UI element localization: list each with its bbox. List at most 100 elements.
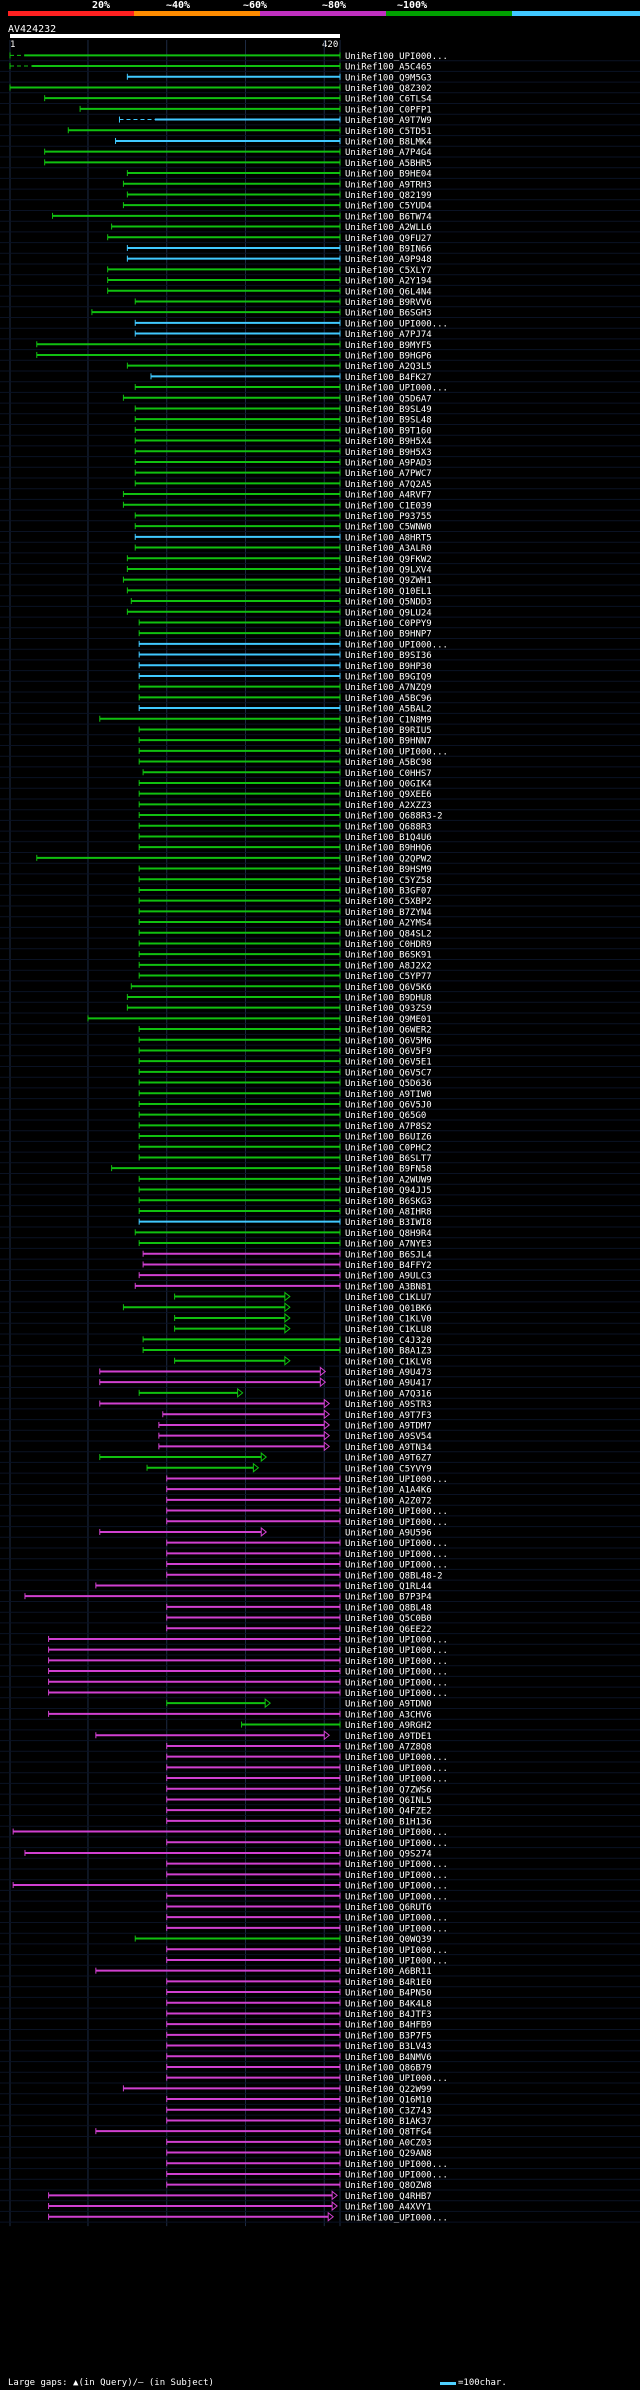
hit-label[interactable]: UniRef100_UPI000... xyxy=(345,1946,448,1956)
hit-label[interactable]: UniRef100_B9RVV6 xyxy=(345,298,432,308)
hit-label[interactable]: UniRef100_Q6L4N4 xyxy=(345,287,432,297)
hit-label[interactable]: UniRef100_A9T6Z7 xyxy=(345,1454,432,1464)
hit-label[interactable]: UniRef100_Q688R3 xyxy=(345,822,432,832)
hit-label[interactable]: UniRef100_Q86B79 xyxy=(345,2063,432,2073)
hit-label[interactable]: UniRef100_Q10EL1 xyxy=(345,587,432,597)
hit-label[interactable]: UniRef100_UPI000... xyxy=(345,2213,448,2223)
hit-label[interactable]: UniRef100_A2XZZ3 xyxy=(345,801,432,811)
hit-label[interactable]: UniRef100_Q22W99 xyxy=(345,2085,432,2095)
hit-label[interactable]: UniRef100_A5C465 xyxy=(345,63,432,73)
hit-label[interactable]: UniRef100_B4NMV6 xyxy=(345,2053,432,2063)
hit-label[interactable]: UniRef100_A2Q3L5 xyxy=(345,362,432,372)
hit-label[interactable]: UniRef100_C5YVY9 xyxy=(345,1464,432,1474)
hit-label[interactable]: UniRef100_Q1RL44 xyxy=(345,1582,432,1592)
hit-label[interactable]: UniRef100_UPI000... xyxy=(345,1561,448,1571)
hit-label[interactable]: UniRef100_C6TLS4 xyxy=(345,95,432,105)
hit-label[interactable]: UniRef100_Q6V5E1 xyxy=(345,1058,432,1068)
hit-label[interactable]: UniRef100_B4FFY2 xyxy=(345,1261,432,1271)
hit-label[interactable]: UniRef100_B9SL48 xyxy=(345,416,432,426)
hit-label[interactable]: UniRef100_B9FN58 xyxy=(345,1165,432,1175)
hit-label[interactable]: UniRef100_A9RGH2 xyxy=(345,1721,432,1731)
hit-label[interactable]: UniRef100_UPI000... xyxy=(345,1914,448,1924)
hit-label[interactable]: UniRef100_UPI000... xyxy=(345,384,448,394)
hit-label[interactable]: UniRef100_A9ULC3 xyxy=(345,1272,432,1282)
hit-label[interactable]: UniRef100_UPI000... xyxy=(345,1550,448,1560)
hit-label[interactable]: UniRef100_A7P4G4 xyxy=(345,148,432,158)
hit-label[interactable]: UniRef100_A8J2X2 xyxy=(345,961,432,971)
hit-label[interactable]: UniRef100_B3LV43 xyxy=(345,2042,432,2052)
hit-label[interactable]: UniRef100_A7PJ74 xyxy=(345,330,432,340)
hit-label[interactable]: UniRef100_Q9ZWH1 xyxy=(345,576,432,586)
hit-label[interactable]: UniRef100_A7Q2A5 xyxy=(345,480,432,490)
hit-label[interactable]: UniRef100_Q6V5M6 xyxy=(345,1036,432,1046)
hit-label[interactable]: UniRef100_P93755 xyxy=(345,512,432,522)
hit-label[interactable]: UniRef100_Q94JJ5 xyxy=(345,1186,432,1196)
hit-label[interactable]: UniRef100_B6UIZ6 xyxy=(345,1133,432,1143)
hit-label[interactable]: UniRef100_UPI000... xyxy=(345,1635,448,1645)
hit-label[interactable]: UniRef100_A5BHR5 xyxy=(345,159,432,169)
hit-label[interactable]: UniRef100_Q8TFG4 xyxy=(345,2128,432,2138)
hit-label[interactable]: UniRef100_UPI000... xyxy=(345,1646,448,1656)
hit-label[interactable]: UniRef100_B4K4L8 xyxy=(345,1999,432,2009)
hit-label[interactable]: UniRef100_UPI000... xyxy=(345,1475,448,1485)
hit-label[interactable]: UniRef100_B9RIU5 xyxy=(345,726,432,736)
hit-label[interactable]: UniRef100_UPI000... xyxy=(345,1924,448,1934)
hit-label[interactable]: UniRef100_B6SK91 xyxy=(345,951,432,961)
hit-label[interactable]: UniRef100_C5YUD4 xyxy=(345,202,432,212)
hit-label[interactable]: UniRef100_B8A1Z3 xyxy=(345,1347,432,1357)
hit-label[interactable]: UniRef100_UPI000... xyxy=(345,1507,448,1517)
hit-label[interactable]: UniRef100_Q5D636 xyxy=(345,1079,432,1089)
hit-label[interactable]: UniRef100_B9T160 xyxy=(345,426,432,436)
hit-label[interactable]: UniRef100_Q688R3-2 xyxy=(345,812,443,822)
hit-label[interactable]: UniRef100_A9U473 xyxy=(345,1368,432,1378)
hit-label[interactable]: UniRef100_C3Z743 xyxy=(345,2106,432,2116)
hit-label[interactable]: UniRef100_Q7ZWS6 xyxy=(345,1785,432,1795)
hit-label[interactable]: UniRef100_Q6WER2 xyxy=(345,1026,432,1036)
hit-label[interactable]: UniRef100_A9STR3 xyxy=(345,1400,432,1410)
hit-label[interactable]: UniRef100_UPI000... xyxy=(345,1539,448,1549)
hit-label[interactable]: UniRef100_B6SGH3 xyxy=(345,309,432,319)
hit-label[interactable]: UniRef100_B6SLT7 xyxy=(345,1154,432,1164)
hit-label[interactable]: UniRef100_Q01BK6 xyxy=(345,1304,432,1314)
hit-label[interactable]: UniRef100_UPI000... xyxy=(345,640,448,650)
hit-label[interactable]: UniRef100_Q6V5J0 xyxy=(345,1100,432,1110)
hit-label[interactable]: UniRef100_C1KLU8 xyxy=(345,1325,432,1335)
hit-label[interactable]: UniRef100_A9SV54 xyxy=(345,1432,432,1442)
hit-label[interactable]: UniRef100_Q6V5C7 xyxy=(345,1068,432,1078)
hit-label[interactable]: UniRef100_Q82199 xyxy=(345,191,432,201)
hit-label[interactable]: UniRef100_A2WUW9 xyxy=(345,1175,432,1185)
hit-label[interactable]: UniRef100_UPI000... xyxy=(345,1860,448,1870)
hit-label[interactable]: UniRef100_UPI000... xyxy=(345,1518,448,1528)
hit-label[interactable]: UniRef100_C4J320 xyxy=(345,1336,432,1346)
hit-label[interactable]: UniRef100_A9TDN0 xyxy=(345,1700,432,1710)
hit-label[interactable]: UniRef100_A7PWC7 xyxy=(345,469,432,479)
hit-label[interactable]: UniRef100_A1A4K6 xyxy=(345,1486,432,1496)
hit-label[interactable]: UniRef100_UPI000... xyxy=(345,1956,448,1966)
hit-label[interactable]: UniRef100_A9PAD3 xyxy=(345,458,432,468)
hit-label[interactable]: UniRef100_A9TIW0 xyxy=(345,1090,432,1100)
hit-label[interactable]: UniRef100_A7NYE3 xyxy=(345,1240,432,1250)
hit-label[interactable]: UniRef100_Q5D6A7 xyxy=(345,394,432,404)
hit-label[interactable]: UniRef100_A7P8S2 xyxy=(345,1122,432,1132)
hit-label[interactable]: UniRef100_A9TN34 xyxy=(345,1443,432,1453)
hit-label[interactable]: UniRef100_A7Q316 xyxy=(345,1389,432,1399)
hit-label[interactable]: UniRef100_B9GIQ9 xyxy=(345,672,432,682)
hit-label[interactable]: UniRef100_A7Z8Q8 xyxy=(345,1742,432,1752)
hit-label[interactable]: UniRef100_Q6V5K6 xyxy=(345,983,432,993)
hit-label[interactable]: UniRef100_B1AK37 xyxy=(345,2117,432,2127)
hit-label[interactable]: UniRef100_Q2QPW2 xyxy=(345,854,432,864)
hit-label[interactable]: UniRef100_B9IN66 xyxy=(345,244,432,254)
hit-label[interactable]: UniRef100_C5XBP2 xyxy=(345,897,432,907)
hit-label[interactable]: UniRef100_B9HHQ6 xyxy=(345,844,432,854)
hit-label[interactable]: UniRef100_Q5NDD3 xyxy=(345,598,432,608)
hit-label[interactable]: UniRef100_C5YP77 xyxy=(345,972,432,982)
hit-label[interactable]: UniRef100_C5YZ58 xyxy=(345,876,432,886)
hit-label[interactable]: UniRef100_B4FK27 xyxy=(345,373,432,383)
hit-label[interactable]: UniRef100_Q0GIK4 xyxy=(345,779,432,789)
hit-label[interactable]: UniRef100_Q16M10 xyxy=(345,2096,432,2106)
hit-label[interactable]: UniRef100_UPI000... xyxy=(345,1657,448,1667)
hit-label[interactable]: UniRef100_Q8BL48 xyxy=(345,1603,432,1613)
hit-label[interactable]: UniRef100_B9H5X4 xyxy=(345,437,432,447)
hit-label[interactable]: UniRef100_Q4RHB7 xyxy=(345,2192,432,2202)
hit-label[interactable]: UniRef100_Q0WQ39 xyxy=(345,1935,432,1945)
